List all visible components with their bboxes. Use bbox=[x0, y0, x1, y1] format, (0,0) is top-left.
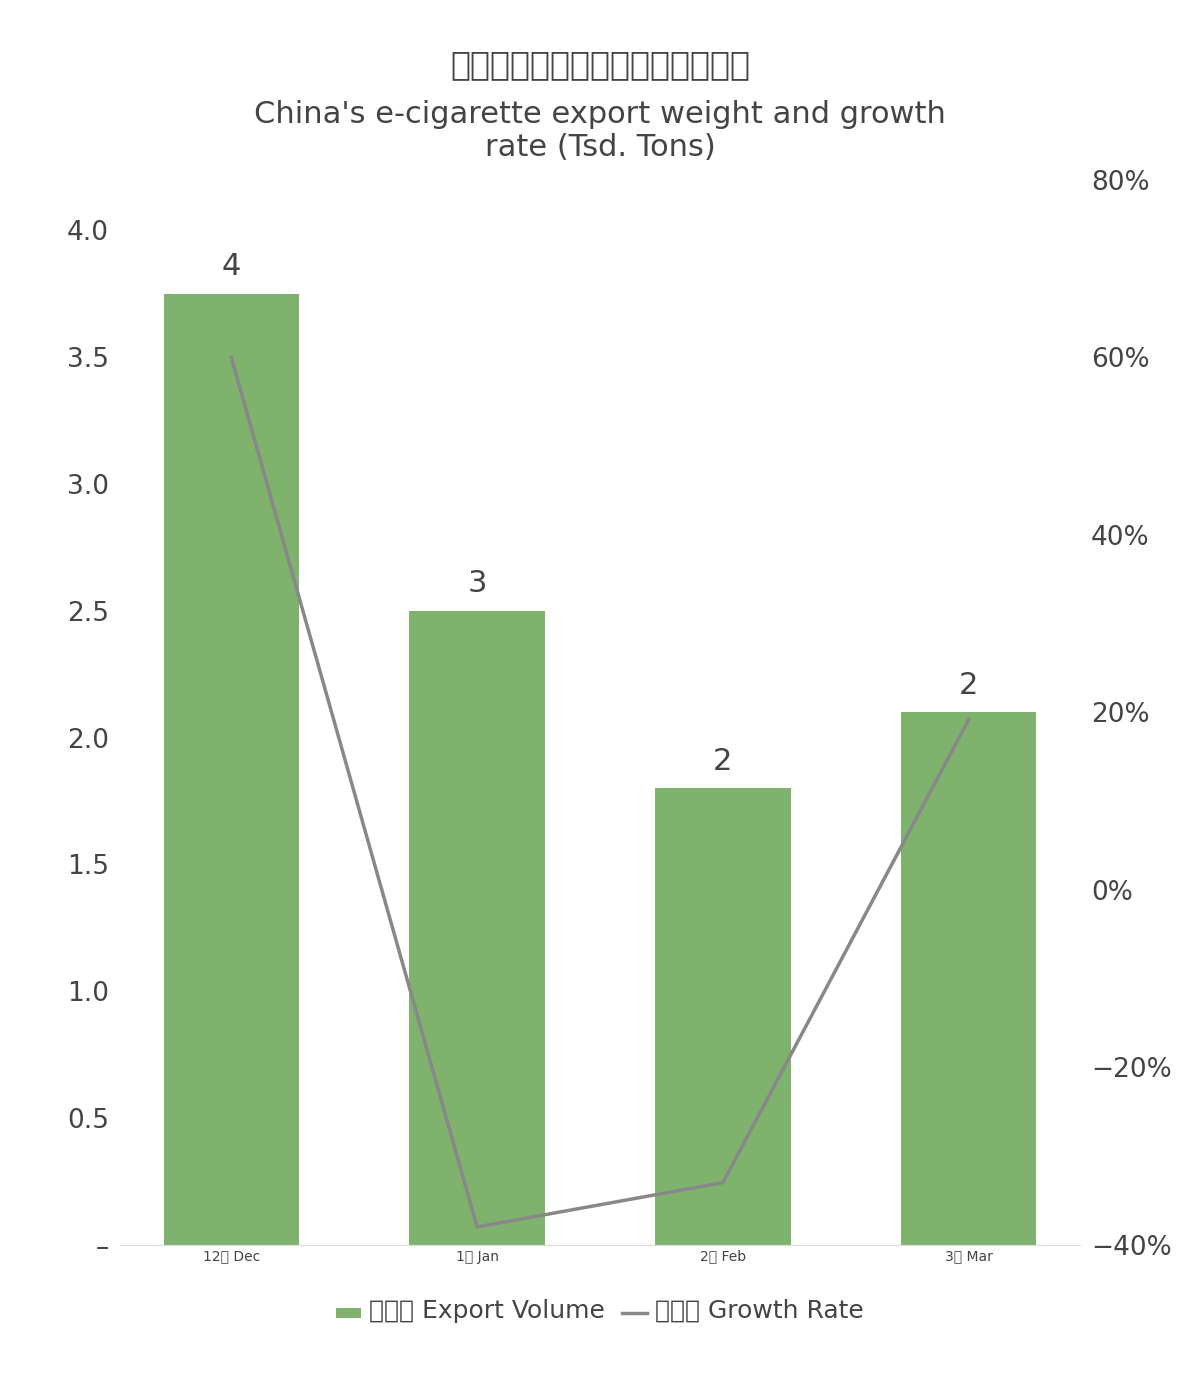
Legend: 出口量 Export Volume, 增长率 Growth Rate: 出口量 Export Volume, 增长率 Growth Rate bbox=[330, 1293, 870, 1328]
Text: 3: 3 bbox=[467, 570, 487, 597]
Text: 中国电子烟出口量及增速（千吨）: 中国电子烟出口量及增速（千吨） bbox=[450, 48, 750, 82]
Bar bbox=[655, 788, 791, 1245]
Text: 2: 2 bbox=[959, 671, 978, 700]
Text: 2: 2 bbox=[713, 747, 733, 776]
Bar bbox=[409, 611, 545, 1245]
Bar bbox=[163, 295, 299, 1245]
Text: China's e-cigarette export weight and growth
rate (Tsd. Tons): China's e-cigarette export weight and gr… bbox=[254, 100, 946, 162]
Text: 4: 4 bbox=[222, 252, 241, 281]
Bar bbox=[901, 712, 1037, 1245]
